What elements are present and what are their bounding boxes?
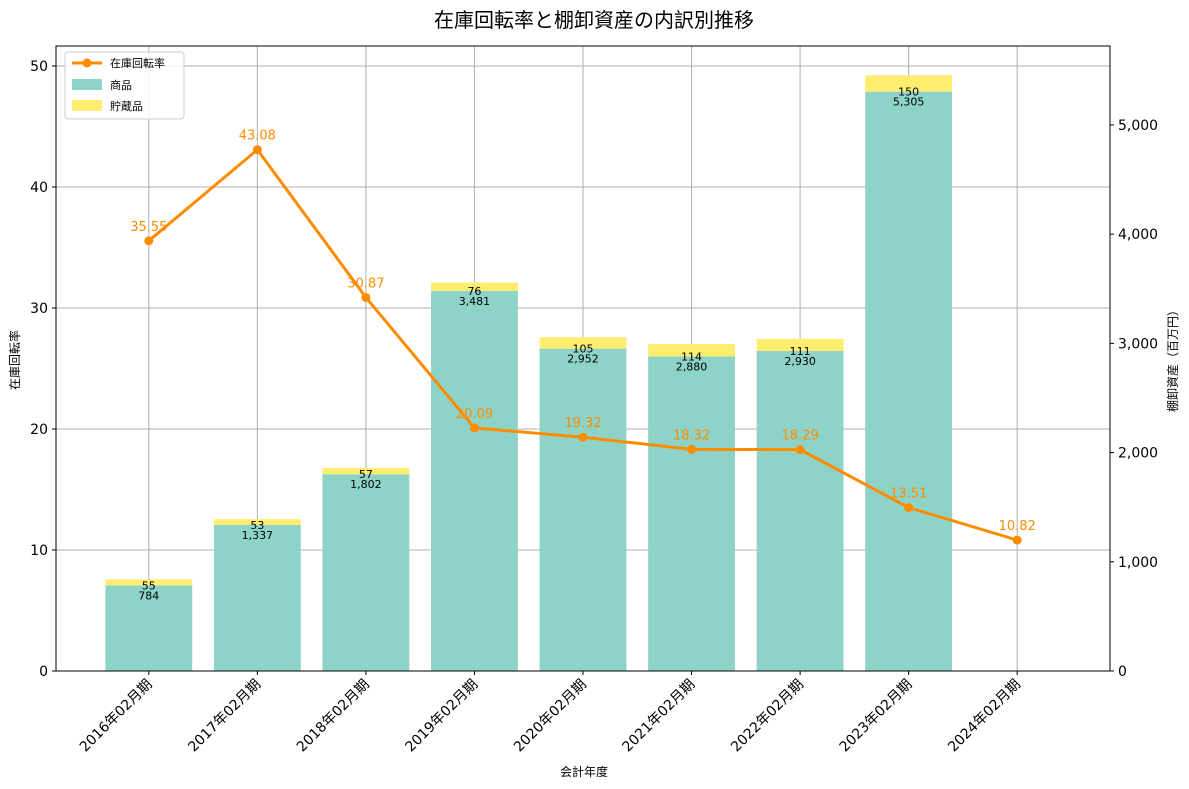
y-tick-label-left: 20 — [30, 422, 48, 438]
legend-label-turnover: 在庫回転率 — [110, 56, 165, 70]
turnover-point — [144, 236, 154, 246]
turnover-point — [252, 145, 262, 155]
turnover-point — [795, 445, 805, 455]
bar-label-supplies: 53 — [250, 519, 264, 532]
bar-supplies — [322, 467, 410, 475]
bar-goods — [431, 290, 518, 671]
turnover-point — [687, 444, 697, 454]
turnover-label: 18.29 — [781, 429, 818, 444]
x-tick-label: 2022年02月期 — [728, 677, 807, 756]
bar-goods — [648, 356, 735, 671]
x-tick-label: 2024年02月期 — [945, 677, 1024, 756]
bar-supplies — [756, 338, 844, 352]
bar-supplies — [539, 337, 627, 349]
turnover-label: 19.32 — [564, 416, 601, 431]
legend-label-goods: 商品 — [110, 78, 132, 92]
bar-goods — [322, 474, 410, 671]
bar-supplies — [213, 519, 301, 525]
y-tick-label-left: 0 — [39, 664, 48, 680]
x-tick-label: 2023年02月期 — [837, 677, 916, 756]
legend-swatch-goods — [72, 79, 102, 90]
bar-label-goods: 2,930 — [784, 355, 816, 368]
x-tick-label: 2019年02月期 — [402, 677, 481, 756]
x-tick-label: 2021年02月期 — [620, 677, 699, 756]
legend-swatch-supplies — [72, 100, 102, 111]
x-tick-label: 2017年02月期 — [185, 677, 264, 756]
bar-supplies — [865, 75, 953, 92]
bar-goods — [213, 524, 301, 671]
bar-supplies — [105, 579, 193, 586]
y-tick-label-right: 4,000 — [1118, 227, 1158, 243]
y-axis-label-right: 棚卸資産（百万円） — [1165, 304, 1180, 412]
bar-label-supplies: 150 — [898, 86, 919, 99]
turnover-label: 18.32 — [673, 428, 710, 443]
bar-label-goods: 1,337 — [242, 529, 274, 542]
bar-goods — [865, 91, 953, 672]
y-tick-label-right: 1,000 — [1118, 555, 1158, 571]
turnover-point — [469, 423, 479, 433]
bar-goods — [105, 585, 193, 671]
turnover-label: 30.87 — [347, 276, 384, 291]
y-tick-label-left: 50 — [30, 59, 48, 75]
bar-goods — [539, 348, 627, 671]
x-tick-label: 2020年02月期 — [511, 677, 590, 756]
bar-label-goods: 1,802 — [350, 478, 382, 491]
x-tick-label: 2016年02月期 — [77, 677, 156, 756]
turnover-label: 43.08 — [239, 129, 276, 144]
bar-label-supplies: 57 — [359, 468, 373, 481]
bar-label-goods: 2,880 — [676, 360, 708, 373]
y-tick-label-left: 30 — [30, 301, 48, 317]
bar-label-supplies: 111 — [790, 345, 811, 358]
y-tick-label-left: 40 — [30, 180, 48, 196]
bar-supplies — [431, 282, 518, 291]
y-tick-label-right: 0 — [1118, 664, 1127, 680]
bar-label-goods: 3,481 — [459, 295, 491, 308]
legend-line-marker — [82, 58, 92, 68]
bar-label-supplies: 114 — [681, 350, 702, 363]
bar-label-supplies: 55 — [142, 579, 156, 592]
turnover-point — [361, 292, 371, 302]
bar-label-goods: 2,952 — [567, 353, 599, 366]
bar-goods — [756, 351, 844, 671]
y-tick-label-right: 5,000 — [1118, 118, 1158, 134]
legend-label-supplies: 貯蔵品 — [110, 100, 143, 113]
bar-supplies — [648, 344, 735, 357]
line-series: 35.55 43.08 30.87 20.09 19.32 18.32 18.29 13.51… — [130, 129, 1036, 545]
bar-label-supplies: 105 — [573, 343, 594, 356]
turnover-label: 20.09 — [456, 407, 493, 422]
y-tick-label-right: 3,000 — [1118, 336, 1158, 352]
y-tick-label-right: 2,000 — [1118, 446, 1158, 462]
turnover-point — [904, 503, 914, 513]
bar-label-goods: 784 — [138, 589, 159, 602]
turnover-point — [1012, 535, 1022, 545]
turnover-label: 10.82 — [999, 519, 1036, 534]
x-axis-label: 会計年度 — [560, 764, 608, 779]
turnover-label: 13.51 — [890, 487, 927, 502]
chart-title: 在庫回転率と棚卸資産の内訳別推移 — [434, 8, 754, 32]
x-tick-label: 2018年02月期 — [294, 677, 373, 756]
bar-label-goods: 5,305 — [893, 96, 925, 109]
legend: 在庫回転率 商品 貯蔵品 — [64, 51, 185, 120]
bar-label-supplies: 76 — [467, 285, 481, 298]
turnover-point — [578, 432, 588, 442]
turnover-label: 35.55 — [130, 220, 167, 235]
y-tick-label-left: 10 — [30, 543, 48, 559]
y-axis-label-left: 在庫回転率 — [7, 330, 22, 390]
